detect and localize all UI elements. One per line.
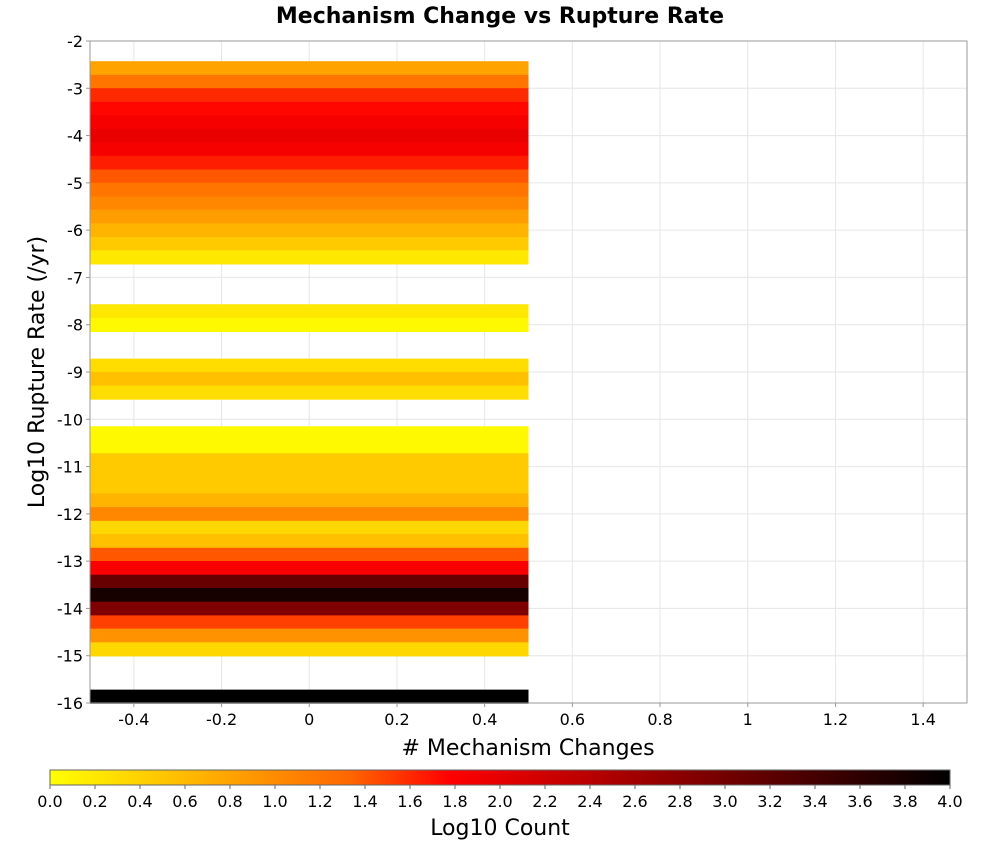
y-tick-label: -7 [67, 268, 83, 287]
heatmap-cell [90, 304, 529, 319]
heatmap-cell [90, 317, 529, 333]
heatmap-cell [90, 426, 529, 441]
colorbar-tick-label: 1.2 [307, 792, 332, 811]
y-tick-label: -2 [67, 32, 83, 51]
heatmap-cell [90, 196, 529, 211]
chart-title: Mechanism Change vs Rupture Rate [276, 4, 724, 29]
colorbar [49, 769, 951, 786]
heatmap-cell [90, 520, 529, 535]
colorbar-tick-label: 1.4 [352, 792, 377, 811]
heatmap-cell [90, 88, 529, 103]
heatmap-cell [90, 561, 529, 576]
heatmap-cell [90, 74, 529, 90]
colorbar-tick-label: 0.6 [172, 792, 197, 811]
heatmap-cell [90, 101, 529, 116]
y-axis-ticks: -2 -3 -4 -5 -6 -7 -8 -9 -10 -11 -12 -13 -14 -15 -16 [57, 32, 90, 713]
heatmap-cell [90, 169, 529, 184]
heatmap-cell [90, 453, 529, 468]
heatmap-cell [90, 601, 529, 616]
colorbar-tick-label: 0.4 [127, 792, 152, 811]
heatmap-cell [90, 385, 529, 400]
colorbar-tick-label: 2.4 [577, 792, 602, 811]
heatmap-cell [90, 642, 529, 657]
heatmap-cell [90, 358, 529, 373]
y-tick-label: -5 [67, 174, 83, 193]
colorbar-tick-label: 0.2 [82, 792, 107, 811]
heatmap-cell [90, 223, 529, 238]
heatmap-cell [90, 128, 529, 143]
y-tick-label: -6 [67, 221, 83, 240]
y-axis-label: Log10 Rupture Rate (/yr) [25, 236, 50, 508]
x-axis-label: # Mechanism Changes [401, 736, 654, 761]
x-tick-label: 0.6 [560, 710, 585, 729]
x-tick-label: 0.8 [647, 710, 672, 729]
x-tick-label: -0.4 [118, 710, 149, 729]
heatmap-cell [90, 493, 529, 508]
heatmap-cell [90, 689, 529, 704]
heatmap-cell [90, 61, 529, 76]
y-tick-label: -11 [57, 458, 83, 477]
heatmap-cell [90, 209, 529, 224]
y-tick-label: -12 [57, 505, 83, 524]
x-tick-label: 0 [304, 710, 314, 729]
heatmap-cell [90, 182, 529, 197]
heatmap-cell [90, 574, 529, 589]
y-tick-label: -3 [67, 79, 83, 98]
y-tick-label: -15 [57, 647, 83, 666]
y-tick-label: -16 [57, 694, 83, 713]
heatmap-cells [90, 61, 529, 704]
heatmap-cell [90, 507, 529, 522]
colorbar-tick-label: 4.0 [937, 792, 962, 811]
y-tick-label: -9 [67, 363, 83, 382]
heatmap-cell [90, 466, 529, 481]
colorbar-tick-label: 0.0 [37, 792, 62, 811]
y-tick-label: -4 [67, 127, 83, 146]
heatmap-cell [90, 628, 529, 643]
y-tick-label: -10 [57, 410, 83, 429]
heatmap-cell [90, 547, 529, 562]
heatmap-cell [90, 115, 529, 130]
heatmap-cell [90, 142, 529, 157]
colorbar-tick-label: 2.0 [487, 792, 512, 811]
heatmap-cell [90, 237, 529, 252]
heatmap-cell [90, 371, 529, 386]
colorbar-label: Log10 Count [430, 816, 570, 841]
colorbar-tick-label: 3.6 [847, 792, 872, 811]
x-tick-label: 1.4 [910, 710, 935, 729]
heatmap-cell [90, 250, 529, 265]
colorbar-tick-label: 2.2 [532, 792, 557, 811]
x-tick-label: 1 [743, 710, 753, 729]
colorbar-tick-label: 2.6 [622, 792, 647, 811]
heatmap-cell [90, 439, 529, 454]
heatmap-cell [90, 534, 529, 549]
colorbar-tick-label: 0.8 [217, 792, 242, 811]
y-tick-label: -8 [67, 316, 83, 335]
colorbar-tick-label: 1.0 [262, 792, 287, 811]
y-tick-label: -14 [57, 599, 83, 618]
colorbar-tick-label: 3.8 [892, 792, 917, 811]
heatmap-cell [90, 155, 529, 170]
x-tick-label: -0.2 [206, 710, 237, 729]
colorbar-tick-label: 3.4 [802, 792, 827, 811]
heatmap-cell [90, 480, 529, 495]
plot-area [89, 40, 968, 704]
x-tick-label: 1.2 [823, 710, 848, 729]
x-tick-label: 0.2 [384, 710, 409, 729]
heatmap-cell [90, 587, 529, 603]
x-axis-ticks: -0.4 -0.2 0 0.2 0.4 0.6 0.8 1 1.2 1.4 [118, 703, 936, 729]
colorbar-ticks: 0.0 0.2 0.4 0.6 0.8 1.0 1.2 1.4 1.6 1.8 2.0 2.2 2.4 2… [37, 785, 963, 811]
colorbar-tick-label: 2.8 [667, 792, 692, 811]
heatmap-cell [90, 615, 529, 630]
colorbar-tick-label: 3.0 [712, 792, 737, 811]
colorbar-tick-label: 3.2 [757, 792, 782, 811]
x-tick-label: 0.4 [472, 710, 497, 729]
colorbar-tick-label: 1.8 [442, 792, 467, 811]
y-tick-label: -13 [57, 552, 83, 571]
colorbar-tick-label: 1.6 [397, 792, 422, 811]
